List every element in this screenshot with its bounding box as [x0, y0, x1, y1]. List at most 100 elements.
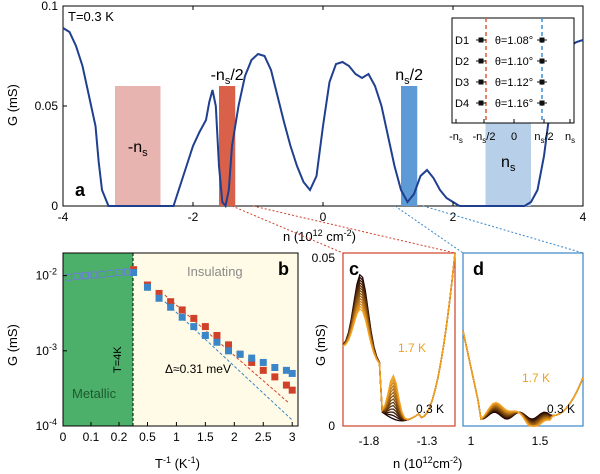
b-point-2-5 — [107, 269, 115, 277]
a-xtick-1: -2 — [188, 210, 199, 224]
b-point-1-11 — [259, 358, 267, 366]
panel-b-letter: b — [278, 259, 289, 279]
d-curve-13 — [462, 330, 584, 427]
b-point-1-10 — [248, 354, 256, 362]
metallic-label: Metallic — [72, 386, 117, 401]
panel-c-cold-label: 0.3 K — [416, 402, 444, 416]
panel-a-ylabel: G (mS) — [5, 84, 20, 126]
b-point-1-4 — [178, 313, 186, 321]
inset-xtick-1: -ns/2 — [473, 131, 496, 145]
b-point-0-4 — [178, 306, 186, 314]
b-point-2-4 — [98, 270, 106, 278]
panel-a-temperature: T=0.3 K — [68, 9, 114, 24]
panel-a-xlabel: n (1012 cm-2) — [283, 228, 356, 244]
panel-d-curves — [462, 330, 584, 427]
panel-b-frame — [62, 252, 299, 427]
b-point-2-0 — [65, 273, 73, 281]
a-ytick-2: 0.1 — [41, 0, 58, 13]
a-xtick-0: -4 — [58, 210, 69, 224]
band-label-2: ns/2 — [395, 67, 423, 87]
a-xtick-4: 4 — [580, 210, 587, 224]
b-point-1-9 — [236, 350, 244, 358]
b-ytick-1: 10-3 — [36, 342, 57, 358]
fit-line-blue — [164, 301, 293, 421]
b-xtick-5: 1.5 — [197, 430, 214, 444]
b-xtick-8: 3 — [289, 430, 296, 444]
b-xtick-4: 1 — [173, 430, 180, 444]
b-point-2-6 — [115, 269, 123, 277]
panel-d-letter: d — [473, 259, 484, 279]
insulating-label: Insulating — [187, 264, 243, 279]
inset-rows: D1 θ=1.08° D2 θ=1.10° D3 θ=1.12° D4 θ=1.16° — [455, 35, 547, 110]
b-point-1-5 — [190, 323, 198, 331]
t4k-label: T=4K — [112, 346, 124, 373]
b-xtick-2: 0.2 — [111, 430, 128, 444]
b-point-1-12 — [271, 363, 279, 371]
inset-theta-1: θ=1.10° — [495, 56, 533, 68]
inset-theta-3: θ=1.16° — [495, 98, 533, 110]
band-1 — [219, 86, 236, 206]
inset-xtick-0: -ns — [449, 131, 463, 145]
b-point-0-13 — [282, 381, 290, 389]
b-point-0-11 — [259, 366, 267, 374]
metallic-region — [63, 253, 133, 426]
b-point-0-14 — [288, 386, 296, 394]
b-point-1-7 — [213, 338, 221, 346]
panel-b: 0 0.1 0.2 0.5 1 1.5 2 2.5 3 10-2 10-3 10-4 b Insula… — [5, 252, 299, 471]
band-0 — [115, 86, 161, 206]
a-ytick-0: 0 — [51, 199, 58, 213]
c-curve-13 — [342, 252, 456, 421]
panel-a-inset: D1 θ=1.08° D2 θ=1.10° D3 θ=1.12° D4 θ=1.16° -ns… — [449, 17, 575, 145]
b-point-1-3 — [167, 303, 175, 311]
panel-c-letter: c — [349, 259, 359, 279]
b-point-0-12 — [271, 373, 279, 381]
panel-d: d 1.7 K 0.3 K 1 1.5 — [462, 252, 584, 448]
band-3 — [485, 116, 531, 206]
d-xtick-0: 1 — [468, 434, 475, 448]
c-ytick-0: 0 — [328, 419, 335, 433]
b-point-2-2 — [81, 272, 89, 280]
inset-device-2: D3 — [455, 77, 469, 89]
band-label-1: -ns/2 — [211, 67, 244, 87]
panel-a: -ns -ns/2 ns/2 ns -4 -2 0 2 4 0 0.05 0.1 T=0.3 K a… — [5, 0, 587, 244]
b-point-0-8 — [225, 341, 233, 349]
c-ytick-1: 0.05 — [312, 251, 336, 265]
panel-b-points — [65, 266, 296, 394]
gap-label: Δ≈0.31 meV — [165, 362, 231, 376]
panel-a-curve — [62, 27, 584, 209]
inset-device-1: D2 — [455, 56, 469, 68]
a-xlabel-unit: cm — [326, 229, 343, 244]
a-xlabel-sup2: -2 — [344, 228, 352, 238]
b-point-0-5 — [190, 314, 198, 322]
band-2 — [401, 86, 418, 206]
panel-a-ticks: -4 -2 0 2 4 0 0.05 0.1 — [35, 0, 587, 224]
a-xtick-3: 2 — [450, 210, 457, 224]
a-xtick-2: 0 — [320, 210, 327, 224]
panel-b-ylabel: G (mS) — [5, 324, 20, 366]
b-point-2-3 — [90, 271, 98, 279]
inset-theta-0: θ=1.08° — [495, 35, 533, 47]
b-point-0-7 — [213, 331, 221, 339]
b-point-1-14 — [288, 369, 296, 377]
connectors — [231, 205, 584, 254]
panel-d-frame — [462, 252, 584, 427]
inset-frame — [451, 17, 575, 124]
b-xtick-1: 0.1 — [83, 430, 100, 444]
panel-c-xlabel: n (1012cm-2) — [393, 455, 462, 471]
d-xtick-1: 1.5 — [532, 434, 549, 448]
panel-a-bands: -ns-ns/2 ns/2ns — [115, 67, 531, 206]
a-xlabel-close: ) — [352, 229, 356, 244]
panel-c-ylabel: G (mS) — [313, 324, 328, 366]
panel-a-letter: a — [75, 180, 86, 200]
panel-c-hot-label: 1.7 K — [398, 341, 426, 355]
inset-xtick-3: ns/2 — [534, 131, 553, 145]
b-point-0-6 — [201, 323, 209, 331]
b-point-1-13 — [282, 366, 290, 374]
b-point-1-2 — [155, 294, 163, 302]
b-xtick-7: 2.5 — [255, 430, 272, 444]
a-xlabel-main: n (10 — [283, 229, 313, 244]
b-ytick-0: 10-2 — [36, 267, 57, 283]
panel-b-xlabel: T-1 (K-1) — [155, 455, 200, 471]
b-ytick-2: 10-4 — [36, 417, 57, 433]
